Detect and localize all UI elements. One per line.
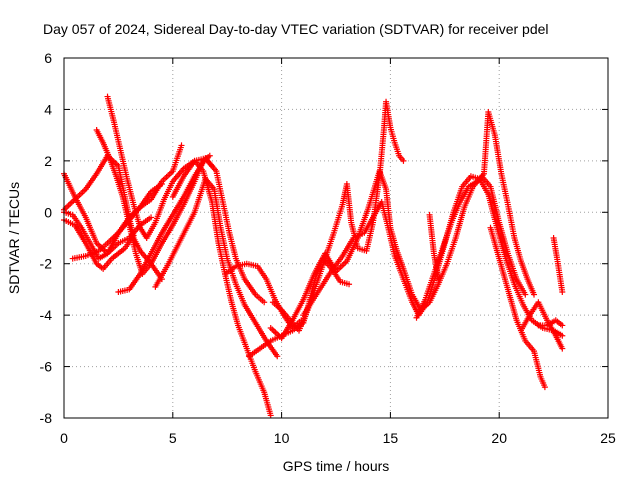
series-track-1 [61,170,165,257]
x-axis-title: GPS time / hours [283,458,390,474]
x-tick-label: 0 [60,430,68,446]
data-point [559,345,566,352]
data-point [559,322,566,329]
data-point [541,384,548,391]
y-tick-label: 0 [44,204,52,220]
series-track-8 [115,155,268,306]
x-tick-labels: 0 5 10 15 20 25 [60,430,616,446]
x-tick-label: 20 [491,430,507,446]
data-point [559,332,566,339]
series-track-9 [152,175,281,360]
data-point [559,289,566,295]
series-track-16 [413,109,538,321]
data-point [522,291,529,298]
data-point [261,299,268,306]
x-tick-label: 10 [274,430,290,446]
data-point [400,157,407,164]
y-tick-label: -8 [40,410,53,426]
y-tick-label: 4 [44,101,52,117]
series-track-19 [517,299,566,352]
data-point [206,152,213,159]
x-tick-label: 25 [600,430,616,446]
data-point [178,142,185,149]
y-tick-labels: -8 -6 -4 -2 0 2 4 6 [40,50,53,426]
x-tick-label: 5 [169,430,177,446]
series-track-14 [267,168,529,342]
y-tick-label: -4 [40,307,53,323]
y-axis-title: SDTVAR / TECUs [6,182,22,294]
y-tick-label: -2 [40,256,53,272]
y-tick-label: 6 [44,50,52,66]
y-tick-label: -6 [40,359,53,375]
series-track-7 [93,127,213,277]
chart-title: Day 057 of 2024, Sidereal Day-to-day VTE… [43,21,549,37]
x-tick-label: 15 [383,430,399,446]
series-track-17 [426,211,442,283]
series-track-20 [535,317,566,329]
y-tick-label: 2 [44,153,52,169]
series-track-21 [550,235,566,295]
data-series [61,93,566,419]
data-point [531,291,538,298]
data-point [148,214,155,221]
data-point [435,276,442,283]
plot-frame [63,57,609,419]
data-point [346,281,353,288]
data-point [274,353,281,360]
data-point [267,412,274,419]
series-track-18 [487,224,548,391]
